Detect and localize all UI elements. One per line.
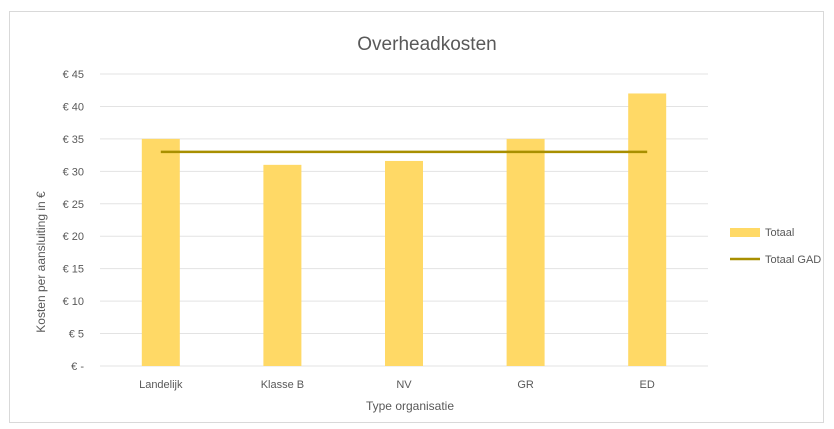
x-tick-label: ED bbox=[640, 379, 655, 391]
bar bbox=[385, 160, 423, 366]
y-tick-labels: € - € 5 € 10 € 15 € 20 € 25 € 30 € 35 € 40 € 45 bbox=[63, 69, 85, 373]
x-tick-label: GR bbox=[517, 379, 534, 391]
y-tick-label: € 10 bbox=[63, 296, 84, 308]
y-tick-label: € 20 bbox=[63, 231, 84, 243]
x-tick-label: NV bbox=[396, 379, 412, 391]
y-tick-label: € 30 bbox=[63, 166, 84, 178]
bar-series bbox=[141, 93, 667, 366]
gridlines bbox=[100, 73, 708, 367]
x-tick-labels: Landelijk Klasse B NV GR ED bbox=[139, 379, 655, 391]
y-tick-label: € 45 bbox=[63, 69, 84, 81]
legend-swatch-bar bbox=[730, 228, 760, 237]
y-tick-label: € 40 bbox=[63, 101, 84, 113]
y-tick-label: € - bbox=[71, 361, 84, 373]
legend-label: Totaal GAD bbox=[765, 254, 821, 266]
y-tick-label: € 15 bbox=[63, 264, 84, 276]
x-axis-title: Type organisatie bbox=[366, 399, 454, 413]
y-tick-label: € 5 bbox=[69, 329, 84, 341]
y-tick-label: € 35 bbox=[63, 134, 84, 146]
bar bbox=[141, 138, 180, 366]
x-tick-label: Klasse B bbox=[261, 379, 304, 391]
legend: Totaal Totaal GAD bbox=[730, 227, 821, 266]
x-tick-label: Landelijk bbox=[139, 379, 183, 391]
y-tick-label: € 25 bbox=[63, 199, 84, 211]
legend-label: Totaal bbox=[765, 227, 794, 239]
bar bbox=[263, 164, 302, 366]
chart-title: Overheadkosten bbox=[357, 34, 496, 55]
bar bbox=[628, 93, 667, 366]
y-axis-title: Kosten per aansluiting in € bbox=[34, 191, 48, 333]
bar bbox=[506, 138, 545, 366]
